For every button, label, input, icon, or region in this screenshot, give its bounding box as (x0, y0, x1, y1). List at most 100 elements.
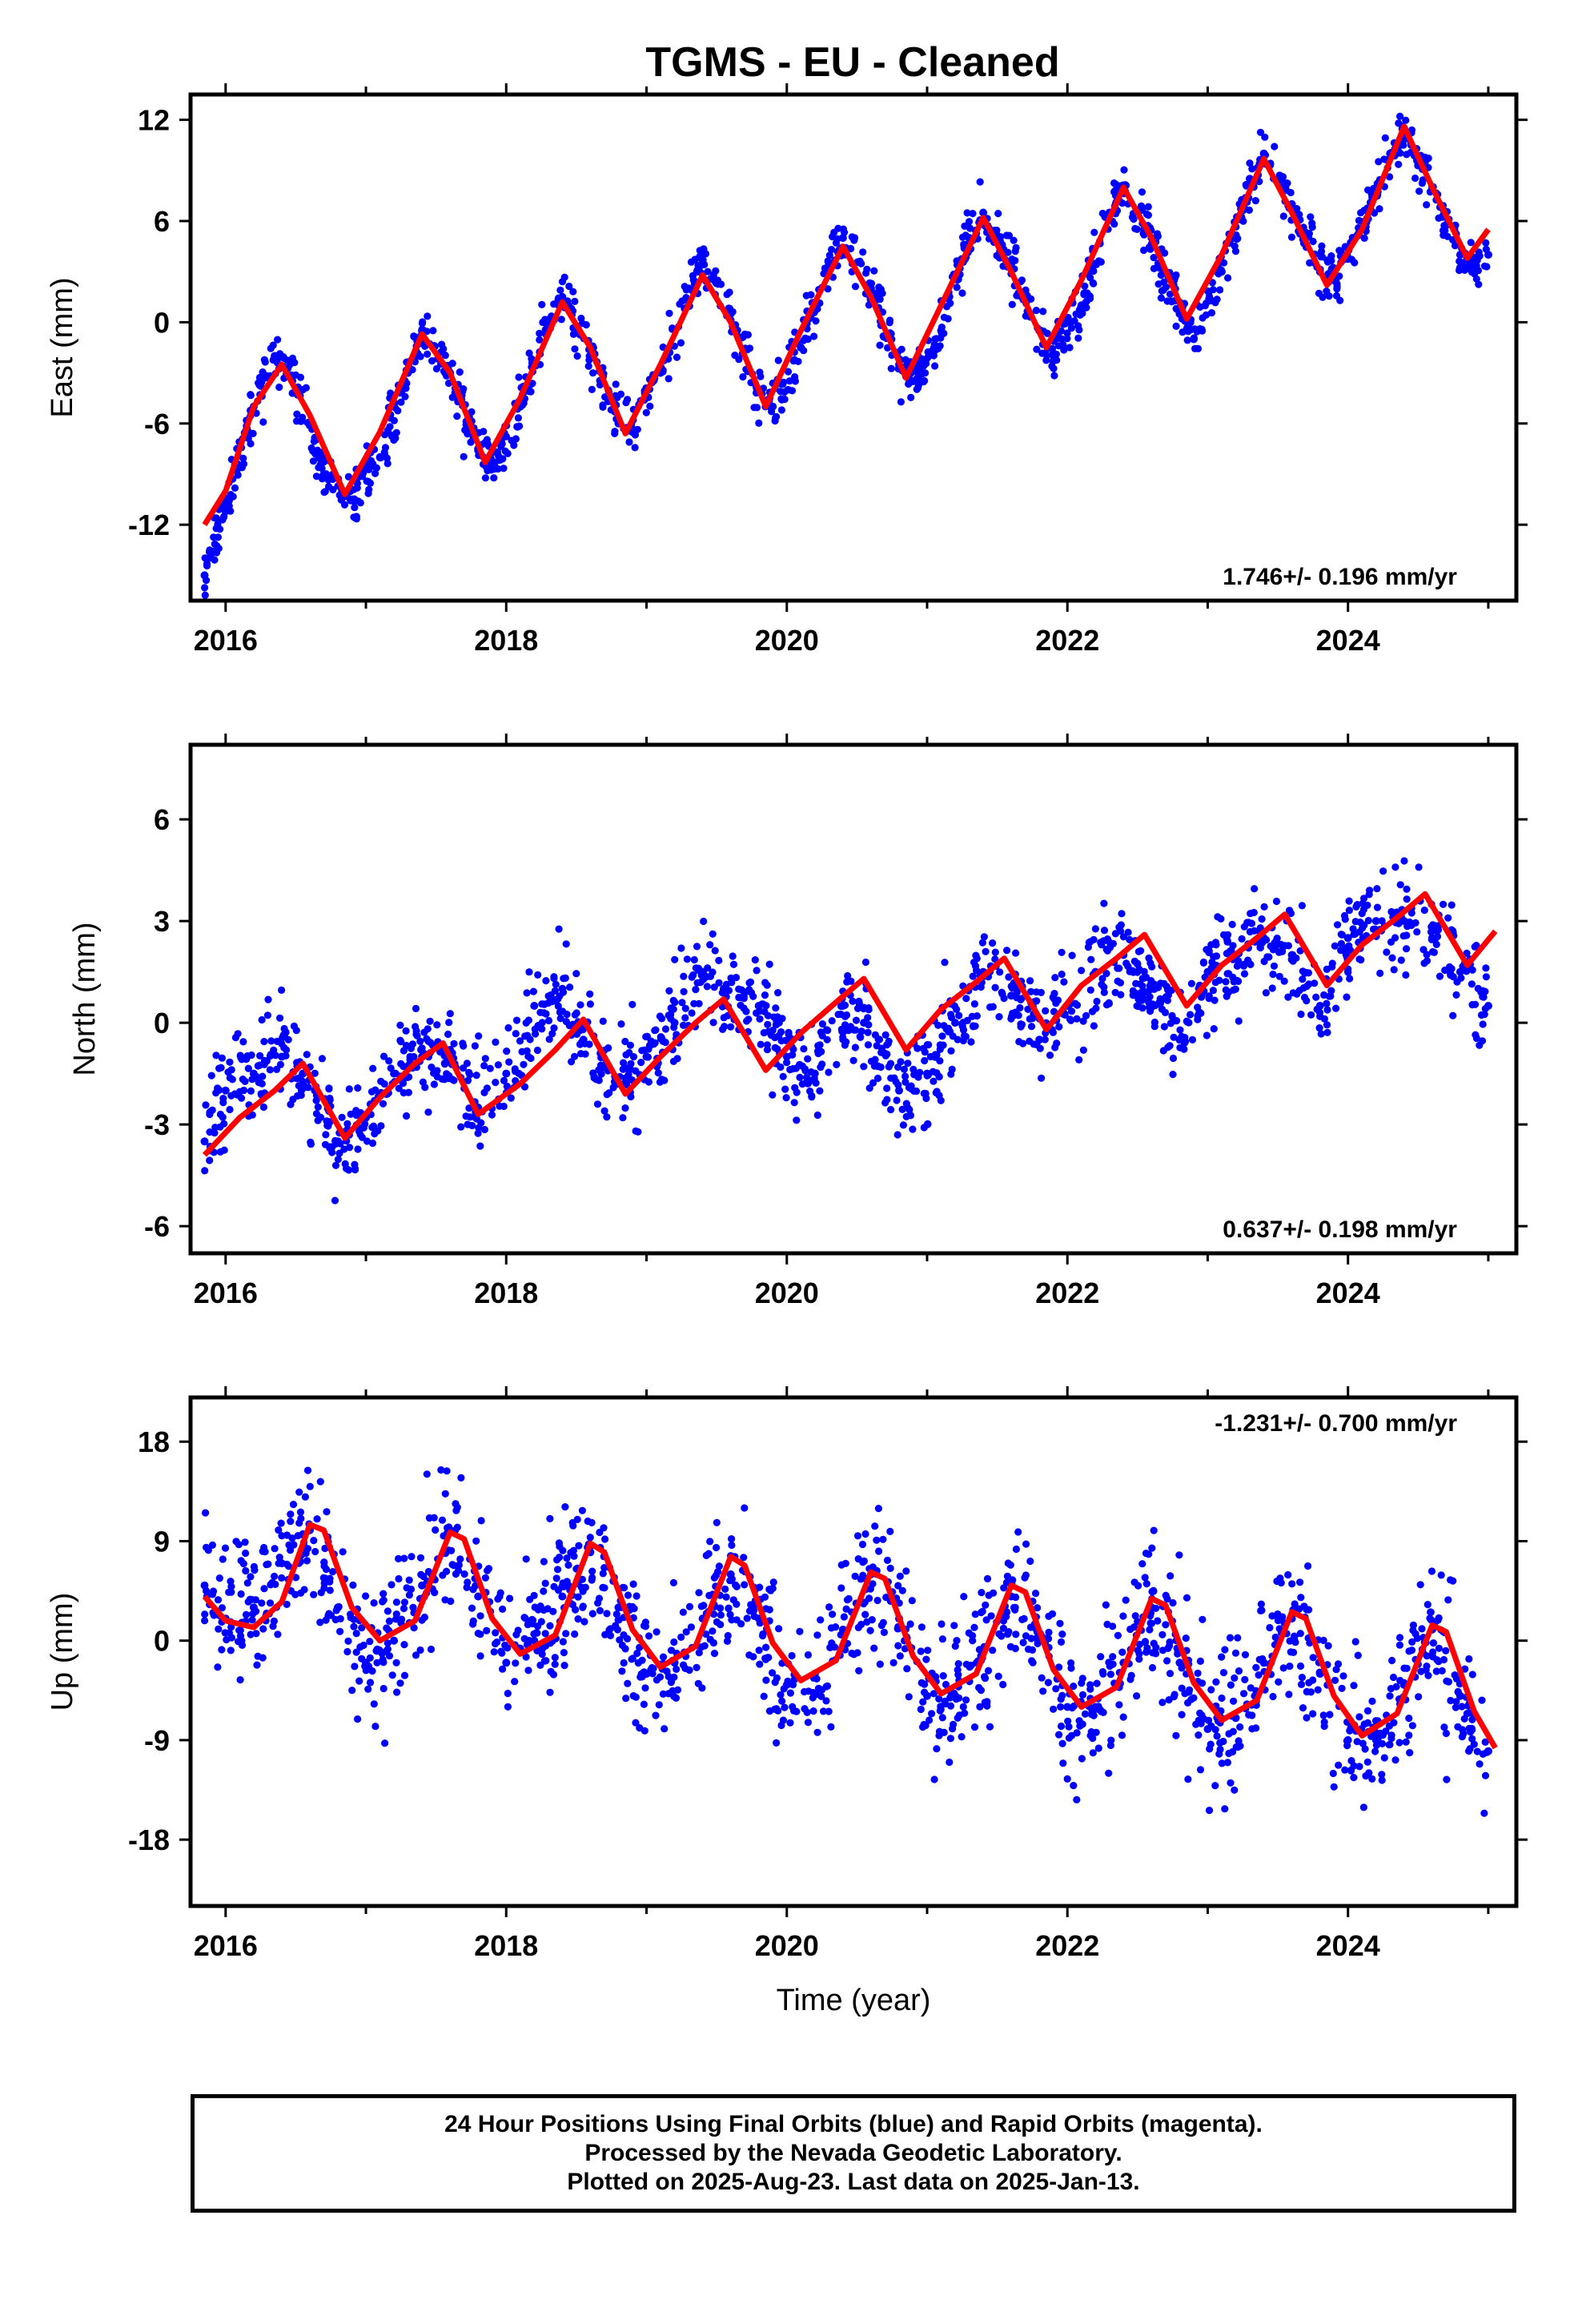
data-point (1286, 1637, 1294, 1645)
data-point (1463, 949, 1471, 957)
data-point (715, 1562, 724, 1570)
data-point (687, 1623, 696, 1631)
data-point (839, 1033, 847, 1041)
data-point (363, 477, 371, 485)
data-point (1427, 1567, 1436, 1575)
data-point (569, 1546, 578, 1554)
data-point (838, 234, 847, 243)
data-point (260, 1038, 268, 1046)
data-point (508, 436, 516, 444)
data-point (220, 1146, 228, 1154)
data-point (307, 1140, 315, 1148)
data-point (1442, 1647, 1450, 1655)
data-point (800, 1045, 808, 1053)
data-point (457, 1474, 465, 1482)
data-point (278, 353, 287, 361)
data-point (1262, 989, 1270, 997)
data-point (321, 1544, 329, 1553)
data-point (923, 1041, 931, 1049)
data-point (844, 971, 852, 980)
data-point (1435, 1658, 1443, 1666)
data-point (546, 1514, 554, 1522)
data-point (1468, 980, 1476, 988)
data-point (1019, 1039, 1027, 1047)
data-point (679, 1021, 688, 1029)
data-point (1175, 1035, 1184, 1044)
data-point (1005, 973, 1013, 981)
data-point (642, 1670, 651, 1679)
data-point (647, 1037, 655, 1045)
data-point (981, 1675, 990, 1683)
data-point (725, 288, 733, 296)
data-point (303, 1557, 311, 1565)
data-point (424, 1108, 432, 1116)
data-point (326, 1586, 334, 1594)
data-point (334, 1603, 342, 1612)
data-point (1226, 1634, 1235, 1642)
data-point (227, 1066, 235, 1074)
data-point (852, 1016, 861, 1024)
data-point (596, 1061, 605, 1069)
data-point (277, 1559, 286, 1568)
data-point (1130, 1578, 1138, 1586)
data-point (1216, 286, 1224, 294)
data-point (829, 1610, 837, 1618)
data-point (1341, 915, 1349, 923)
data-point (1124, 963, 1132, 971)
data-point (706, 1538, 714, 1546)
data-point (303, 1051, 311, 1059)
data-point (994, 210, 1002, 218)
data-point (1347, 1757, 1355, 1765)
data-point (654, 1069, 662, 1077)
data-point (450, 1039, 458, 1047)
data-point (1042, 1007, 1050, 1015)
data-point (494, 1061, 503, 1069)
data-point (895, 1086, 903, 1095)
data-point (786, 1066, 794, 1074)
data-point (621, 1037, 629, 1046)
data-point (351, 1663, 359, 1671)
data-point (1258, 1606, 1266, 1614)
x-tick-label: 2018 (474, 1277, 538, 1309)
data-point (1360, 921, 1368, 929)
data-point (540, 1587, 548, 1595)
data-point (1098, 975, 1106, 983)
data-point (1106, 1671, 1114, 1679)
data-point (783, 1059, 791, 1067)
data-point (1191, 344, 1199, 352)
data-point (969, 972, 977, 980)
data-point (531, 1603, 539, 1611)
data-point (865, 1084, 873, 1092)
data-point (1119, 1713, 1127, 1721)
data-point (1359, 899, 1367, 907)
data-point (1140, 974, 1148, 982)
data-point (1126, 935, 1134, 943)
data-point (828, 246, 836, 254)
data-point (1150, 264, 1158, 272)
data-point (311, 1069, 319, 1077)
data-point (989, 939, 997, 947)
data-point (1195, 1731, 1203, 1739)
data-point (1068, 951, 1076, 959)
data-point (1378, 917, 1386, 925)
data-point (781, 1085, 789, 1093)
data-point (574, 1615, 582, 1623)
data-point (457, 1123, 465, 1131)
data-point (318, 1055, 326, 1063)
data-point (611, 428, 619, 436)
data-point (1039, 308, 1047, 316)
data-point (1173, 1017, 1181, 1025)
data-point (235, 1626, 243, 1634)
data-point (936, 1041, 944, 1049)
data-point (921, 356, 930, 364)
data-point (933, 1088, 941, 1096)
data-point (1330, 1783, 1338, 1791)
data-point (1303, 1714, 1311, 1722)
data-point (468, 1604, 476, 1612)
data-point (366, 463, 374, 471)
data-point (498, 1649, 506, 1657)
data-point (1460, 266, 1468, 274)
data-point (753, 967, 761, 975)
data-point (1184, 1775, 1192, 1783)
data-point (982, 1601, 990, 1609)
